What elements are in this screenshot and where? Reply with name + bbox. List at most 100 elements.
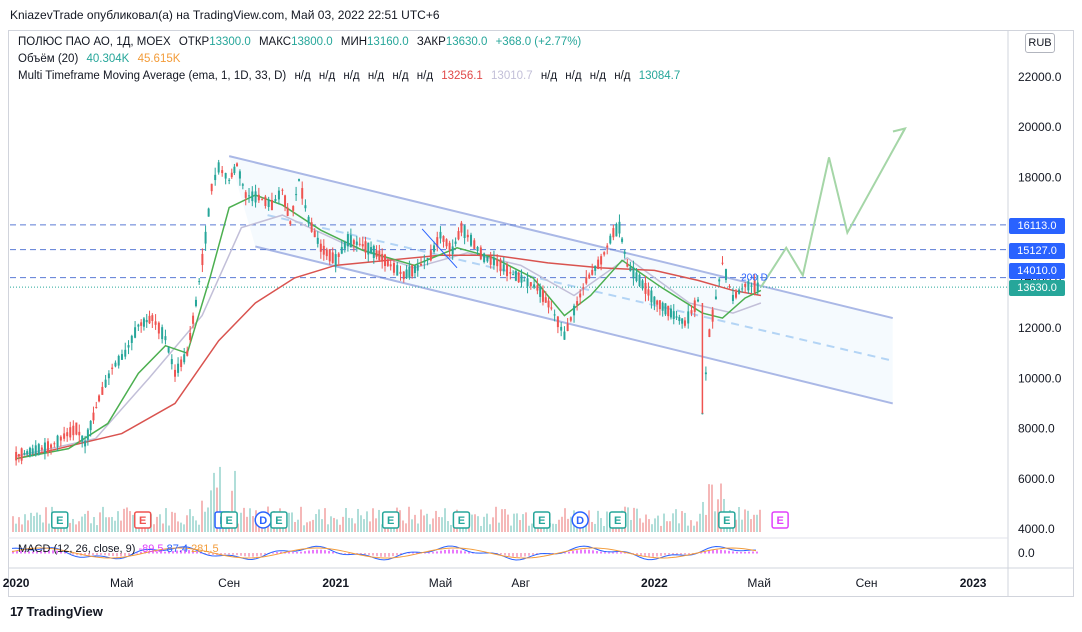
- high-label: МАКС: [258, 36, 292, 48]
- candle-body: [386, 259, 389, 266]
- macd-histogram-bar: [728, 550, 730, 554]
- candle-body: [194, 299, 197, 307]
- volume-bar: [588, 510, 590, 532]
- volume-bar: [114, 520, 116, 532]
- y-tick-label: 20000.0: [1018, 120, 1062, 134]
- macd-histogram-bar: [256, 553, 258, 557]
- candle-body: [384, 254, 387, 267]
- mtma-label[interactable]: Multi Timeframe Moving Average (ema, 1, …: [18, 70, 287, 82]
- candle-body: [301, 188, 304, 199]
- volume-bar: [381, 524, 383, 532]
- volume-bar: [294, 521, 296, 532]
- volume-bar: [312, 519, 314, 532]
- volume-bar: [306, 522, 308, 532]
- macd-histogram-bar: [528, 553, 530, 556]
- volume-bar: [354, 523, 356, 532]
- macd-histogram-bar: [156, 551, 158, 554]
- volume-bar: [90, 523, 92, 532]
- candle-body: [479, 247, 482, 260]
- macd-histogram-bar: [52, 550, 54, 554]
- candle-body: [632, 267, 635, 279]
- candle-body: [84, 440, 87, 447]
- macd-histogram-bar: [356, 553, 358, 555]
- candle-body: [556, 316, 559, 328]
- candle-body: [606, 245, 609, 248]
- x-tick-label: Май: [429, 576, 453, 590]
- candle-body: [15, 451, 18, 461]
- volume-label[interactable]: Объём (20): [18, 53, 79, 65]
- macd-histogram-bar: [532, 553, 534, 555]
- candle-body: [553, 314, 556, 316]
- candle-body: [254, 191, 257, 203]
- marker-letter: E: [139, 515, 146, 527]
- volume-bar: [411, 519, 413, 532]
- candle-body: [594, 265, 597, 271]
- candle-body: [78, 431, 81, 436]
- price-tag-level-1: 16113.0: [1009, 218, 1065, 234]
- candle-body: [566, 323, 569, 331]
- candle-body: [142, 318, 145, 327]
- x-tick-label: 2022: [641, 576, 668, 590]
- candle-body: [687, 311, 690, 324]
- chart-frame: [8, 30, 1074, 597]
- volume-bar: [519, 520, 521, 532]
- volume-bar: [351, 518, 353, 532]
- macd-histogram-bar: [28, 551, 30, 554]
- macd-histogram-bar: [496, 553, 498, 554]
- volume-bar: [249, 508, 251, 532]
- candle-body: [563, 331, 566, 340]
- macd-histogram-bar: [96, 553, 98, 555]
- symbol-name[interactable]: ПОЛЮС ПАО АО, 1Д, MOEX: [18, 36, 171, 48]
- candle-body: [658, 300, 661, 310]
- macd-histogram-bar: [700, 552, 702, 554]
- candle-body: [304, 205, 307, 209]
- candle-body: [615, 223, 618, 237]
- currency-button[interactable]: RUB: [1025, 33, 1055, 53]
- macd-histogram-bar: [648, 553, 650, 557]
- candle-body: [281, 189, 284, 191]
- macd-histogram-bar: [140, 551, 142, 554]
- candle-body: [426, 257, 429, 259]
- marker-letter: E: [776, 515, 783, 527]
- volume-bar: [36, 512, 38, 532]
- macd-histogram-bar: [108, 553, 110, 556]
- marker-letter: E: [538, 515, 545, 527]
- volume-bar: [501, 509, 503, 532]
- candle-body: [43, 442, 46, 454]
- volume-bar: [663, 513, 665, 532]
- candle-body: [244, 192, 247, 198]
- macd-histogram-bar: [584, 549, 586, 554]
- volume-bar: [693, 525, 695, 532]
- volume-bar: [432, 518, 434, 532]
- mtma-value-2: 13010.7: [491, 70, 533, 82]
- volume-bar: [33, 516, 35, 532]
- candle-body: [626, 263, 629, 267]
- candle-body: [167, 347, 170, 353]
- earnings-marker: [608, 511, 627, 529]
- earnings-marker: [220, 511, 238, 529]
- volume-bar: [477, 516, 479, 532]
- volume-bar: [606, 511, 608, 532]
- candle-body: [337, 253, 340, 257]
- volume-bar: [48, 523, 50, 532]
- macd-histogram-bar: [752, 551, 754, 554]
- volume-bar: [165, 508, 167, 532]
- macd-histogram-bar: [616, 552, 618, 554]
- macd-histogram-bar: [448, 549, 450, 554]
- volume-bar: [102, 506, 104, 532]
- footer-brand[interactable]: 17 TradingView: [10, 604, 103, 619]
- candle-body: [708, 329, 711, 337]
- candle-body: [201, 253, 204, 266]
- macd-histogram-bar: [612, 552, 614, 554]
- macd-histogram-bar: [372, 553, 374, 556]
- candle-body: [476, 247, 479, 252]
- volume-bar: [510, 525, 512, 532]
- y-tick-label: 8000.0: [1018, 422, 1055, 436]
- macd-histogram-bar: [412, 552, 414, 554]
- candle-body: [313, 230, 316, 238]
- volume-bar: [435, 510, 437, 532]
- macd-label[interactable]: MACD (12, 26, close, 9): [18, 543, 136, 555]
- low-value: 13160.0: [367, 36, 409, 48]
- macd-histogram-bar: [16, 550, 18, 554]
